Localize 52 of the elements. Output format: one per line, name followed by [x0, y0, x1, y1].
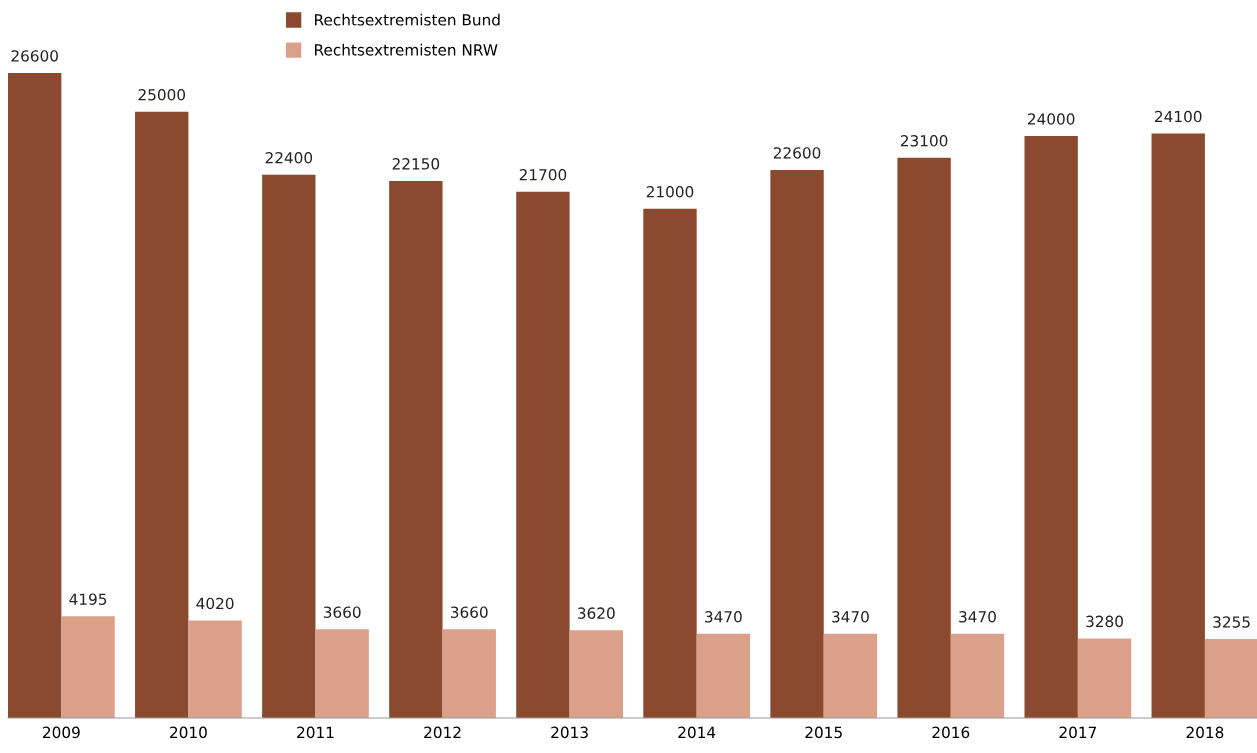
x-tick-label: 2016 [932, 726, 970, 739]
bar [696, 633, 751, 718]
data-label: 24100 [1155, 110, 1202, 123]
bar [8, 73, 62, 718]
bar [1151, 133, 1205, 718]
x-tick-label: 2018 [1186, 726, 1224, 739]
bar [770, 169, 824, 718]
bar [315, 629, 369, 718]
bar [135, 111, 189, 718]
data-label: 22150 [392, 158, 440, 170]
data-label: 23100 [900, 135, 948, 147]
x-tick-label: 2013 [551, 726, 588, 739]
data-label: 3470 [705, 611, 742, 623]
x-tick-label: 2015 [805, 726, 842, 739]
data-label: 21000 [646, 185, 694, 198]
bar [61, 616, 115, 718]
bar [1077, 638, 1132, 718]
bar [262, 174, 316, 718]
data-label: 3255 [1213, 616, 1250, 628]
legend-label: Rechtsextremisten Bund [315, 13, 500, 26]
data-label: 4020 [196, 597, 234, 610]
bar [643, 208, 697, 718]
bar [1204, 639, 1257, 718]
bar [442, 629, 496, 718]
data-label: 3470 [832, 611, 869, 623]
data-label: 3660 [450, 606, 488, 618]
data-label: 3660 [323, 606, 361, 618]
legend-label: Rechtsextremisten NRW [315, 43, 498, 56]
x-tick-label: 2010 [170, 726, 207, 739]
data-label: 3280 [1086, 615, 1123, 628]
bar [897, 157, 951, 718]
bar [823, 633, 878, 718]
bar [389, 180, 443, 718]
data-label: 21700 [519, 168, 567, 181]
data-label: 24000 [1027, 113, 1075, 125]
data-label: 22400 [265, 151, 313, 164]
bar [188, 620, 242, 718]
data-label: 25000 [138, 88, 186, 101]
x-tick-label: 2009 [43, 726, 80, 739]
bar [516, 191, 570, 718]
bar [569, 630, 623, 718]
data-label: 3620 [578, 607, 615, 619]
x-tick-label: 2014 [678, 726, 716, 739]
data-label: 3470 [959, 611, 996, 623]
x-tick-label: 2011 [297, 726, 334, 739]
data-label: 4195 [69, 593, 107, 605]
bar [1024, 136, 1078, 718]
data-label: 22600 [773, 147, 821, 159]
x-tick-label: 2012 [424, 726, 461, 739]
x-tick-label: 2017 [1059, 726, 1096, 739]
data-label: 26600 [11, 50, 58, 62]
bar [950, 633, 1005, 718]
